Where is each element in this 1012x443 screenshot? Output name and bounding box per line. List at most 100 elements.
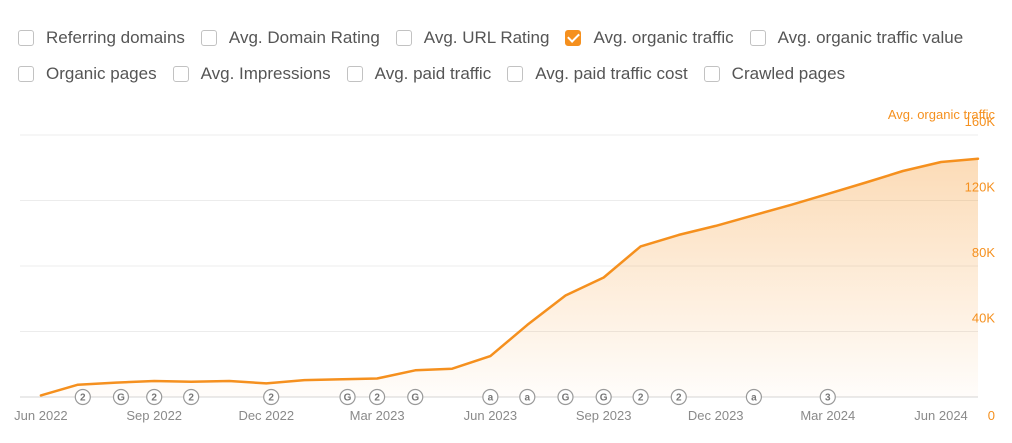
annotation-circle	[519, 388, 536, 406]
x-tick-label: Mar 2024	[800, 408, 855, 423]
annotation-circle	[263, 388, 280, 406]
avg-domain-rating-checkbox[interactable]	[200, 30, 217, 46]
avg-impressions-checkbox[interactable]	[172, 66, 189, 82]
annotation-label: a	[488, 393, 494, 404]
x-axis-ticks: Jun 2022 Sep 2022 Dec 2022 Mar 2023 Jun 2023…	[14, 408, 968, 423]
referring-domains-checkbox[interactable]	[18, 30, 34, 46]
annotation-label: a	[525, 393, 531, 404]
avg-paid-traffic-checkbox[interactable]	[346, 66, 363, 82]
organic-pages-checkbox[interactable]	[18, 66, 34, 82]
avg-paid-traffic-cost-checkbox[interactable]	[507, 66, 524, 82]
annotation-marker[interactable]: 2	[146, 388, 163, 406]
annotation-circle	[74, 388, 91, 406]
annotation-label: 2	[188, 393, 194, 404]
annotation-marker[interactable]: G	[407, 388, 424, 406]
annotation-circle	[407, 388, 424, 406]
metric-avg-url-rating[interactable]: Avg. URL Rating	[395, 28, 550, 48]
annotation-label: G	[344, 393, 352, 404]
metric-avg-paid-traffic-cost[interactable]: Avg. paid traffic cost	[507, 64, 688, 84]
annotation-circle	[745, 388, 762, 406]
annotation-label: 3	[825, 393, 831, 404]
avg-url-rating-checkbox[interactable]	[395, 30, 412, 46]
y-axis-ticks: 0 40K 80K 120K 160K	[965, 114, 996, 423]
y-axis-label: Avg. organic traffic	[888, 107, 996, 122]
annotation-marker[interactable]: G	[339, 388, 356, 406]
annotation-label: 2	[268, 393, 274, 404]
annotation-label: G	[562, 393, 570, 404]
annotation-circle	[368, 388, 386, 406]
metric-avg-domain-rating[interactable]: Avg. Domain Rating	[200, 28, 380, 48]
metric-label: Avg. organic traffic	[593, 28, 734, 47]
annotation-circle	[482, 388, 499, 406]
y-tick-label: 0	[988, 408, 995, 423]
annotation-circle	[557, 388, 574, 406]
annotation-label: a	[751, 393, 757, 404]
annotation-circle	[595, 388, 612, 406]
metric-row-2: Organic pages Avg. Impressions Avg. paid…	[18, 56, 1008, 92]
annotation-label: G	[117, 393, 125, 404]
series-line	[39, 157, 980, 397]
metric-selector: Referring domains Avg. Domain Rating Avg…	[18, 20, 1008, 92]
metric-avg-paid-traffic[interactable]: Avg. paid traffic	[346, 64, 492, 84]
annotation-circle	[670, 388, 687, 406]
metric-referring-domains[interactable]: Referring domains	[18, 28, 185, 48]
metric-row-1: Referring domains Avg. Domain Rating Avg…	[18, 20, 1008, 56]
y-tick-label: 80K	[972, 245, 995, 260]
metric-label: Avg. paid traffic	[374, 64, 492, 83]
metric-label: Referring domains	[46, 28, 185, 47]
annotation-circle	[339, 388, 356, 406]
avg-organic-traffic-value-checkbox[interactable]	[749, 30, 766, 46]
annotation-circle	[632, 388, 649, 406]
x-tick-label: Dec 2022	[238, 408, 294, 423]
x-tick-label: Sep 2022	[126, 408, 182, 423]
annotation-circle	[112, 388, 130, 406]
metric-avg-organic-traffic[interactable]: Avg. organic traffic	[565, 28, 734, 48]
metric-label: Avg. organic traffic value	[777, 28, 964, 47]
annotation-label: 2	[374, 393, 380, 404]
metric-avg-impressions[interactable]: Avg. Impressions	[172, 64, 331, 84]
annotation-marker[interactable]: a	[519, 388, 536, 406]
metric-avg-organic-traffic-value[interactable]: Avg. organic traffic value	[749, 28, 964, 48]
metric-label: Organic pages	[46, 64, 157, 83]
y-tick-label: 160K	[965, 114, 996, 129]
annotation-label: G	[600, 393, 608, 404]
metric-label: Crawled pages	[731, 64, 846, 83]
avg-organic-traffic-checkbox[interactable]	[565, 30, 582, 46]
series-area	[40, 158, 978, 397]
annotation-marker[interactable]: G	[595, 388, 612, 406]
x-tick-label: Sep 2023	[576, 408, 632, 423]
annotation-marker[interactable]: 2	[183, 388, 200, 406]
x-tick-label: Jun 2024	[914, 408, 968, 423]
metric-crawled-pages[interactable]: Crawled pages	[703, 64, 846, 84]
annotation-marker[interactable]: 2	[74, 388, 91, 406]
annotation-marker[interactable]: 3	[819, 388, 836, 406]
annotation-circle	[819, 388, 836, 406]
annotation-label: 2	[80, 393, 86, 404]
x-tick-label: Jun 2022	[14, 408, 68, 423]
annotation-label: G	[411, 393, 419, 404]
metric-label: Avg. paid traffic cost	[535, 64, 688, 83]
annotation-circle	[183, 388, 200, 406]
annotation-marker[interactable]: G	[557, 388, 574, 406]
y-tick-label: 40K	[972, 311, 995, 326]
metric-organic-pages[interactable]: Organic pages	[18, 64, 157, 84]
y-tick-label: 120K	[965, 180, 996, 195]
annotation-label: 2	[676, 393, 682, 404]
annotation-label: 2	[151, 393, 157, 404]
annotation-marker[interactable]: G	[112, 388, 130, 406]
metric-label: Avg. Impressions	[200, 64, 331, 83]
annotation-marker[interactable]: a	[482, 388, 499, 406]
x-tick-label: Jun 2023	[464, 408, 518, 423]
x-tick-label: Dec 2023	[688, 408, 744, 423]
annotation-marker[interactable]: 2	[263, 388, 280, 406]
annotation-marker[interactable]: 2	[632, 388, 649, 406]
annotation-marker[interactable]: 2	[368, 388, 386, 406]
metric-label: Avg. URL Rating	[423, 28, 550, 47]
x-tick-label: Mar 2023	[350, 408, 405, 423]
crawled-pages-checkbox[interactable]	[703, 66, 720, 82]
annotation-marker[interactable]: 2	[670, 388, 687, 406]
annotation-marker[interactable]: a	[745, 388, 762, 406]
metric-label: Avg. Domain Rating	[228, 28, 380, 47]
